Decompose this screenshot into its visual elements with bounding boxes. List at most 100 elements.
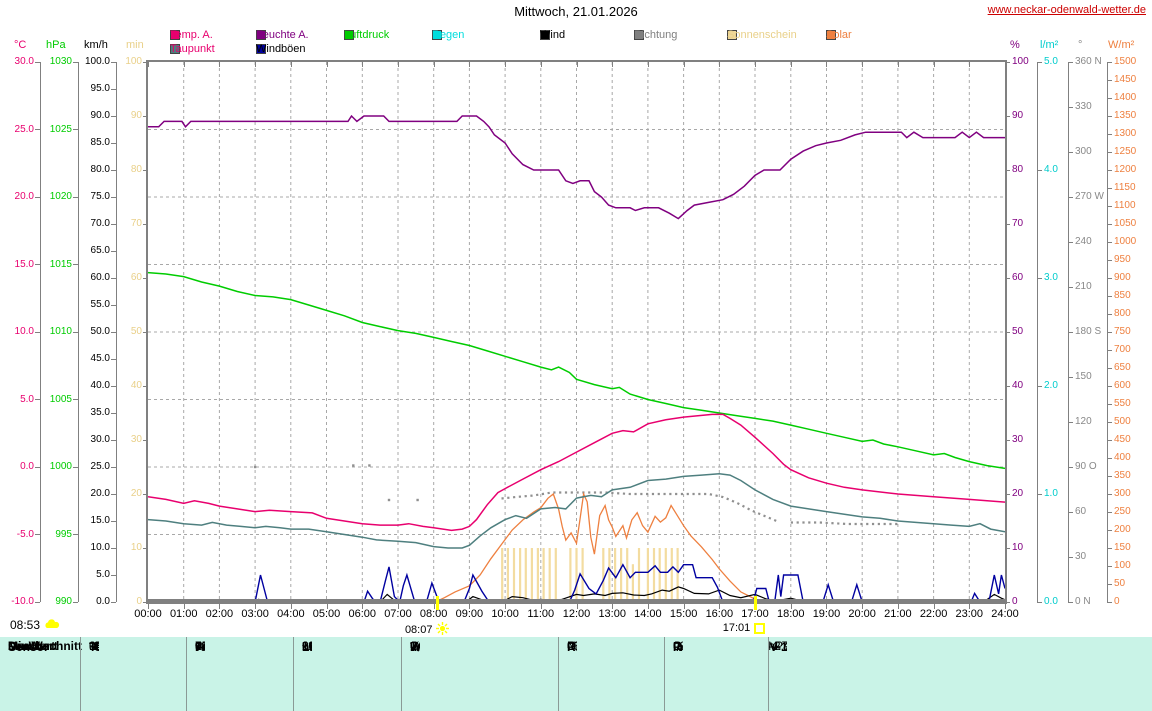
website-link[interactable]: www.neckar-odenwald-wetter.de <box>987 4 1146 16</box>
legend-swatch <box>432 30 442 40</box>
axis-tick-mark <box>111 547 116 549</box>
legend-label: Sonnenschein <box>727 29 797 41</box>
series-richtung-line <box>790 521 898 526</box>
x-tick-mark <box>897 604 899 609</box>
axis-tick-label-km/h: 10.0 <box>90 542 110 553</box>
table-cell-time: TP -4.7 °C <box>769 639 787 653</box>
x-tick-label: 18:00 <box>776 608 805 620</box>
axis-tick-label-W/m²: 550 <box>1114 398 1131 409</box>
sunset-label: 17:01 <box>723 622 766 634</box>
table-col-unit: km/h <box>410 640 420 654</box>
axis-tick-mark <box>1107 97 1112 99</box>
axis-line-hPa <box>78 62 79 602</box>
axis-tick-label-%: 60 <box>1012 272 1024 283</box>
axis-tick-label-l/m²: 2.0 <box>1044 380 1058 391</box>
axis-tick-label-W/m²: 1050 <box>1114 218 1137 229</box>
table-cell-time: 14:50 <box>195 639 205 653</box>
axis-tick-mark <box>1068 376 1073 378</box>
axis-tick-label-km/h: 85.0 <box>90 137 110 148</box>
axis-tick-mark <box>1068 466 1073 468</box>
axis-tick-label-°: 0 N <box>1075 596 1091 607</box>
table-cell-value: 71 <box>195 639 205 653</box>
axis-tick-mark <box>1005 439 1010 441</box>
table-cell-row: 0,3 km0.3 <box>402 637 420 655</box>
x-tick-label: 04:00 <box>277 608 305 620</box>
sunshine-bar <box>670 548 673 602</box>
axis-tick-label-km/h: 5.0 <box>96 569 110 580</box>
sunshine-bar <box>614 548 617 602</box>
table-col-title: Feuchte A. <box>195 640 205 654</box>
x-tick-mark <box>433 62 435 67</box>
axis-tick-mark <box>35 129 40 130</box>
unit-label-°: ° <box>1078 39 1083 51</box>
axis-tick-label-km/h: 90.0 <box>90 110 110 121</box>
richtung-dot <box>387 498 391 502</box>
axis-tick-mark <box>35 601 40 603</box>
axis-tick-mark <box>143 169 148 171</box>
legend-swatch <box>540 30 550 40</box>
x-tick-mark <box>290 604 292 609</box>
unit-label-°C: °C <box>14 39 27 51</box>
x-tick-mark <box>790 62 792 67</box>
axis-tick-label-km/h: 70.0 <box>90 218 110 229</box>
table-col-Richtung: Richtung00:00N03:10OO-NO <box>558 637 664 711</box>
table-cell-time: WC -2.7 °C <box>769 639 787 653</box>
axis-tick-mark <box>143 601 148 603</box>
axis-tick-mark <box>1068 151 1073 153</box>
axis-tick-mark <box>1107 601 1112 603</box>
axis-tick-mark <box>111 493 116 495</box>
table-cell-row: Gesamt:0.0 <box>665 637 683 655</box>
axis-tick-mark <box>1005 385 1010 387</box>
summary-table: SensorMinWertMaxWertDurchschnittTemp. A.… <box>0 637 1152 711</box>
series-Solar-line <box>435 491 765 602</box>
sunshine-bar <box>506 548 509 602</box>
table-col-Regen: Regenl/m²00:000.0Gesamt:0.0 <box>664 637 768 711</box>
axis-tick-label-min: 10 <box>130 542 142 553</box>
axis-tick-mark <box>1107 367 1112 369</box>
sunshine-bar <box>512 548 516 602</box>
table-col-Temp. A.: Temp. A.°C08:30-4.715:503.9-1.39 <box>80 637 186 711</box>
axis-tick-label-%: 10 <box>1012 542 1024 553</box>
axis-tick-label-min: 50 <box>130 326 142 337</box>
axis-tick-label-min: 80 <box>130 164 142 175</box>
axis-tick-mark <box>1107 475 1112 477</box>
axis-tick-mark <box>1037 169 1042 171</box>
sunshine-bar <box>536 548 539 602</box>
x-tick-label: 10:00 <box>491 608 519 620</box>
axis-tick-mark <box>1068 511 1073 513</box>
table-col-sensor: Sensor MinWert MaxWert Durchschnitt <box>0 637 82 711</box>
series-Windböen-line <box>148 563 1005 602</box>
table-cell-time: 23:50 <box>302 639 312 653</box>
axis-tick-label-km/h: 95.0 <box>90 83 110 94</box>
axis-tick-mark <box>1037 601 1042 603</box>
x-tick-mark <box>540 604 542 609</box>
axis-tick-mark <box>1107 169 1112 171</box>
table-cell-value: 1014.4 <box>302 639 312 653</box>
legend-label: Luftdruck <box>344 29 390 41</box>
axis-tick-label-l/m²: 0.0 <box>1044 596 1058 607</box>
legend-label: Wind <box>540 29 566 41</box>
axis-tick-label-min: 0 <box>136 596 142 607</box>
axis-tick-mark <box>1005 169 1010 171</box>
axis-tick-mark <box>1107 349 1112 351</box>
x-tick-mark <box>505 62 507 67</box>
x-tick-label: 22:00 <box>919 608 948 620</box>
table-cell-row: WC -2.7 °C <box>769 637 787 655</box>
chart-plot-area <box>148 62 1005 602</box>
table-cell-value: 0.0 <box>410 639 420 653</box>
axis-tick-mark <box>73 129 78 130</box>
axis-tick-label-km/h: 75.0 <box>90 191 110 202</box>
x-tick-label: 06:00 <box>348 608 377 620</box>
table-col-header: Windkm/h <box>402 637 420 657</box>
x-tick-mark <box>862 62 864 67</box>
axis-tick-mark <box>1107 187 1112 189</box>
axis-tick-mark <box>35 61 40 63</box>
table-cell-row: 14:50O-NO 3.0 <box>402 637 420 655</box>
axis-tick-label-km/h: 25.0 <box>90 461 110 472</box>
unit-label-hPa: hPa <box>46 39 66 51</box>
x-axis-baseline <box>146 599 1007 604</box>
sunrise-time: 08:07 <box>404 624 433 636</box>
axis-tick-label-W/m²: 950 <box>1114 254 1131 265</box>
axis-tick-label-hPa: 995 <box>55 528 72 540</box>
